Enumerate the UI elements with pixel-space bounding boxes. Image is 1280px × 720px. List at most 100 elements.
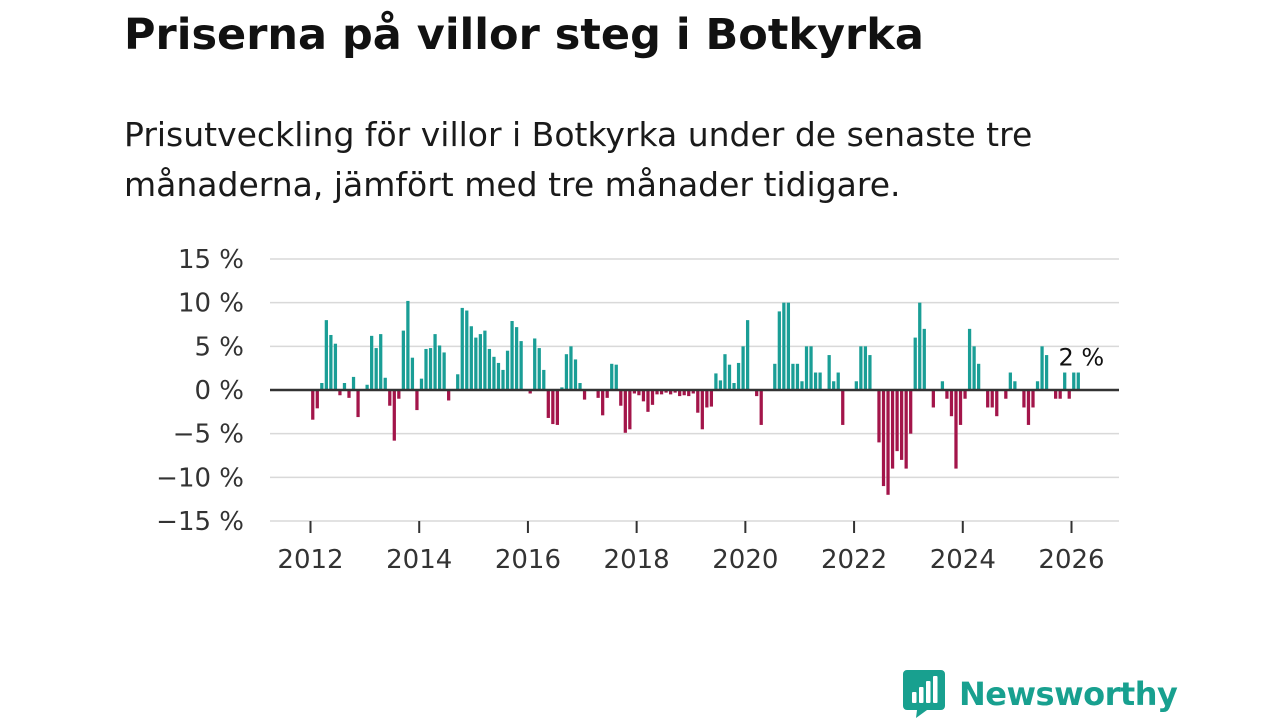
- bar: [990, 390, 994, 408]
- bar: [940, 381, 945, 390]
- bar: [786, 302, 791, 390]
- y-tick-label: 5 %: [194, 332, 244, 362]
- bar: [918, 302, 922, 390]
- chart-title: Priserna på villor steg i Botkyrka: [124, 10, 924, 60]
- x-tick-label: 2022: [821, 545, 887, 575]
- bar: [365, 384, 369, 390]
- bar: [986, 390, 990, 408]
- bar: [510, 321, 514, 390]
- bar: [610, 363, 614, 390]
- bar: [714, 373, 718, 390]
- bar: [954, 390, 958, 469]
- bar: [601, 390, 605, 416]
- bar: [646, 390, 650, 412]
- bar: [705, 390, 709, 408]
- bar: [809, 346, 813, 390]
- bar: [569, 346, 573, 390]
- bar: [895, 390, 899, 452]
- bar: [800, 381, 804, 390]
- bar: [668, 390, 673, 395]
- bar: [1058, 390, 1062, 399]
- bar: [723, 354, 727, 390]
- bar: [514, 327, 519, 390]
- bar: [1022, 390, 1026, 408]
- bar: [311, 390, 315, 420]
- x-tick-label: 2018: [604, 545, 670, 575]
- bar: [370, 335, 374, 390]
- bar: [963, 390, 967, 399]
- bar: [995, 390, 999, 417]
- y-tick-label: −15 %: [156, 507, 244, 537]
- bar: [972, 346, 976, 390]
- bar: [478, 334, 482, 390]
- bar: [578, 383, 582, 390]
- bar: [533, 338, 537, 390]
- bar: [637, 390, 641, 396]
- bar: [687, 390, 691, 397]
- annotation-label: 2 %: [1058, 344, 1104, 372]
- bar: [460, 307, 464, 390]
- bar: [863, 346, 868, 390]
- bar: [1035, 381, 1040, 390]
- bar: [519, 341, 523, 390]
- bar: [1013, 381, 1017, 390]
- bar: [977, 363, 981, 390]
- bar: [406, 300, 410, 390]
- bar: [900, 390, 904, 460]
- bar: [795, 363, 800, 390]
- bar: [338, 390, 342, 396]
- bar: [632, 390, 637, 394]
- x-tick-label: 2024: [930, 545, 996, 575]
- bar: [691, 390, 695, 394]
- bar: [1067, 390, 1071, 399]
- bar: [1004, 390, 1008, 399]
- bar: [465, 310, 469, 390]
- bar: [324, 320, 328, 390]
- bar: [410, 357, 415, 390]
- bar: [818, 372, 822, 390]
- bar: [813, 372, 818, 390]
- bar: [447, 390, 451, 401]
- bar: [560, 387, 564, 390]
- bar: [827, 355, 831, 390]
- bar: [392, 390, 396, 441]
- bar: [945, 390, 949, 399]
- bar: [415, 390, 419, 411]
- bar: [496, 362, 501, 390]
- bar: [582, 390, 587, 400]
- x-tick-label: 2020: [712, 545, 778, 575]
- bar: [859, 346, 863, 390]
- bar: [605, 390, 609, 398]
- bar: [397, 390, 401, 399]
- bar: [709, 390, 714, 407]
- bar: [1063, 372, 1067, 390]
- bar: [383, 377, 387, 390]
- bar: [718, 380, 723, 390]
- bar: [854, 381, 858, 390]
- bar: [967, 328, 972, 390]
- x-tick-label: 2016: [495, 545, 561, 575]
- bar: [505, 350, 510, 390]
- bar: [777, 311, 781, 390]
- y-tick-label: 15 %: [178, 245, 244, 275]
- bar: [949, 390, 954, 417]
- bar: [1054, 390, 1058, 399]
- bar: [727, 364, 732, 390]
- bar: [732, 383, 736, 390]
- bar: [696, 390, 700, 413]
- newsworthy-logo-icon: [903, 670, 945, 718]
- bar: [374, 348, 378, 390]
- y-tick-label: −10 %: [156, 463, 244, 493]
- bar: [483, 330, 487, 390]
- y-tick-label: 10 %: [178, 289, 244, 319]
- bar: [564, 354, 569, 390]
- bar: [877, 390, 881, 443]
- bar: [868, 355, 872, 390]
- bar: [655, 390, 659, 395]
- bar: [791, 363, 795, 390]
- bar: [659, 390, 664, 395]
- chart-subtitle: Prisutveckling för villor i Botkyrka und…: [124, 115, 1033, 204]
- bar: [528, 390, 532, 394]
- bar: [1072, 372, 1076, 390]
